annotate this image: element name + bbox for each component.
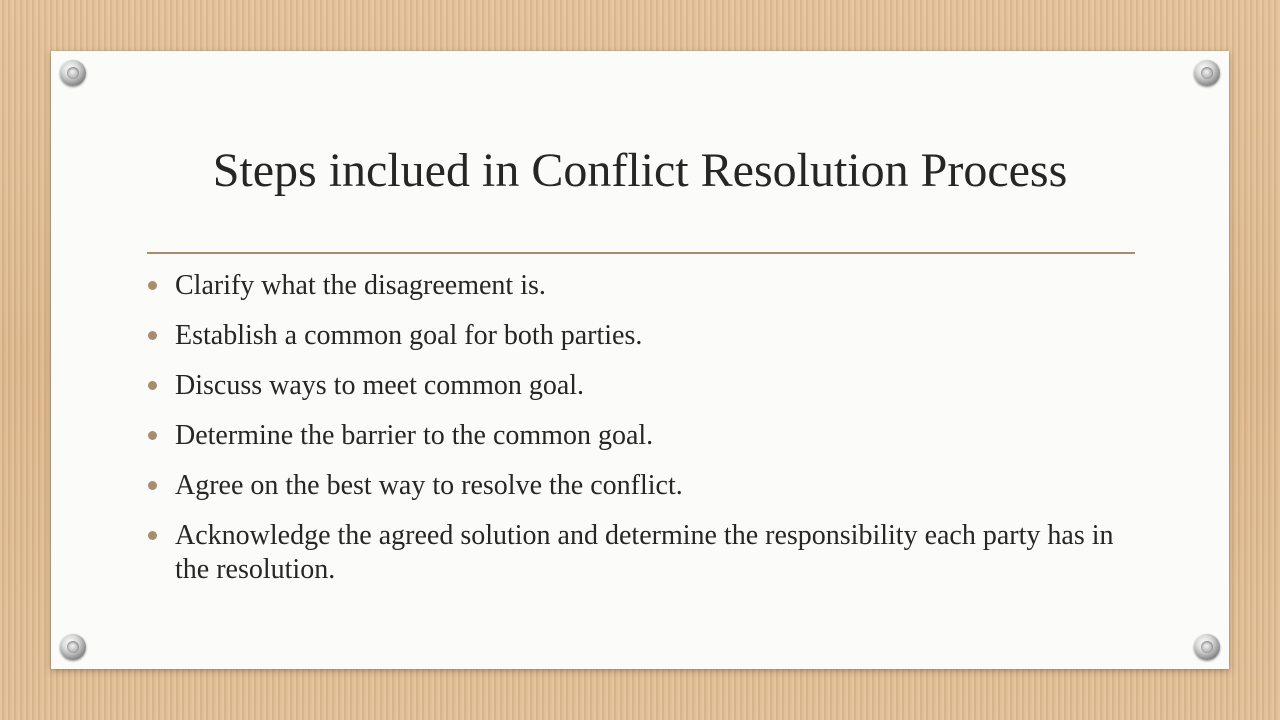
bullet-dot-icon: [148, 431, 157, 440]
bullet-text: Establish a common goal for both parties…: [175, 320, 643, 351]
bullet-item: Agree on the best way to resolve the con…: [143, 469, 1143, 503]
bullet-item: Acknowledge the agreed solution and dete…: [143, 519, 1143, 587]
bullet-text: Clarify what the disagreement is.: [175, 270, 546, 301]
bullet-dot-icon: [148, 381, 157, 390]
bullet-dot-icon: [148, 531, 157, 540]
bullet-dot-icon: [148, 281, 157, 290]
slide-title: Steps inclued in Conflict Resolution Pro…: [212, 144, 1068, 197]
slide-card: Steps inclued in Conflict Resolution Pro…: [51, 51, 1229, 669]
bullet-text: Acknowledge the agreed solution and dete…: [175, 520, 1114, 585]
bullet-item: Establish a common goal for both parties…: [143, 319, 1143, 353]
title-divider: [147, 252, 1135, 254]
bullet-item: Determine the barrier to the common goal…: [143, 419, 1143, 453]
rivet-icon: [1194, 60, 1220, 86]
bullet-item: Clarify what the disagreement is.: [143, 269, 1143, 303]
bullet-text: Agree on the best way to resolve the con…: [175, 470, 683, 501]
bullet-list: Clarify what the disagreement is. Establ…: [143, 269, 1143, 603]
rivet-icon: [1194, 634, 1220, 660]
bullet-text: Discuss ways to meet common goal.: [175, 370, 585, 401]
rivet-icon: [60, 60, 86, 86]
bullet-item: Discuss ways to meet common goal.: [143, 369, 1143, 403]
bullet-dot-icon: [148, 331, 157, 340]
bullet-dot-icon: [148, 481, 157, 490]
rivet-icon: [60, 634, 86, 660]
bullet-text: Determine the barrier to the common goal…: [175, 420, 654, 451]
